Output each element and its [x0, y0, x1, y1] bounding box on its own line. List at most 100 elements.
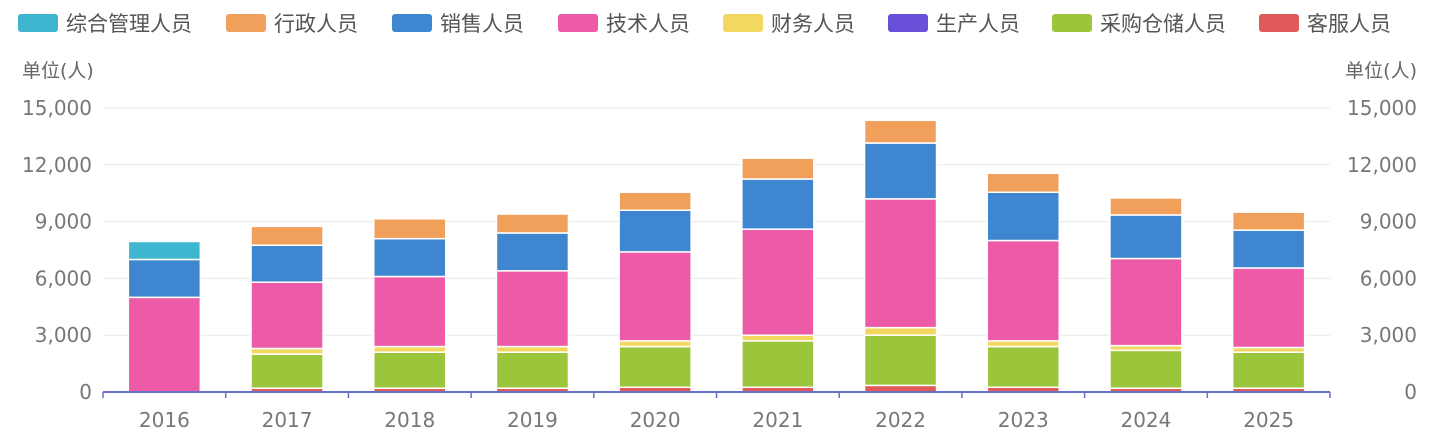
- bar-segment: [250, 353, 324, 389]
- y-tick-label-right: 12,000: [1347, 153, 1417, 177]
- y-axis-right: 0 3,000 6,000 9,000 12,000 15,000: [1347, 96, 1417, 404]
- bar-segment: [986, 340, 1060, 348]
- bar-segment: [618, 340, 692, 348]
- bar-segment: [373, 275, 447, 348]
- legend-item[interactable]: 行政人员: [226, 6, 358, 40]
- legend-item[interactable]: 采购仓储人员: [1052, 6, 1226, 40]
- bar-segment: [127, 296, 202, 393]
- bar-segment: [373, 351, 447, 389]
- y-tick-label-left: 6,000: [35, 266, 92, 290]
- bar-segment: [127, 240, 202, 261]
- y-tick-label-right: 3,000: [1360, 323, 1417, 347]
- bar-segment: [863, 334, 938, 387]
- x-tick-label: 2020: [630, 408, 681, 432]
- legend-label: 采购仓储人员: [1100, 12, 1226, 36]
- x-tick-label: 2017: [262, 408, 313, 432]
- y-tick-label-right: 9,000: [1360, 210, 1417, 234]
- bar-segment: [1109, 214, 1183, 260]
- bar-segment: [373, 237, 447, 278]
- bar-segment: [741, 178, 815, 230]
- y-tick-label-left: 3,000: [35, 323, 92, 347]
- legend-item[interactable]: 客服人员: [1259, 6, 1391, 40]
- bar-stack-2025: [1231, 211, 1306, 393]
- y-tick-label-left: 0: [79, 380, 92, 404]
- bar-segment: [1109, 257, 1183, 347]
- legend-item[interactable]: 技术人员: [558, 6, 690, 40]
- bar-segment: [863, 198, 938, 329]
- x-tick-label: 2019: [507, 408, 558, 432]
- x-axis: 2016 2017 2018 2019 2020 2021 2022 2023 2024 2025: [102, 392, 1331, 432]
- bar-segment: [495, 232, 570, 272]
- bar-segment: [1231, 229, 1306, 269]
- bar-segment: [1109, 197, 1183, 216]
- bar-stack-2024: [1109, 197, 1183, 393]
- bar-segment: [863, 142, 938, 200]
- legend-label: 客服人员: [1307, 12, 1391, 36]
- bar-segment: [863, 119, 938, 144]
- bar-stack-2019: [495, 213, 570, 393]
- legend-swatch: [723, 14, 763, 32]
- bar-segment: [986, 239, 1060, 342]
- bar-segment: [1231, 351, 1306, 389]
- legend-swatch: [888, 14, 928, 32]
- bars: [127, 119, 1306, 393]
- bar-segment: [618, 251, 692, 342]
- y-axis-unit-left: 单位(人): [22, 60, 94, 82]
- legend-item[interactable]: 生产人员: [888, 6, 1020, 40]
- y-tick-label-left: 12,000: [22, 153, 92, 177]
- x-tick-label: 2022: [875, 408, 926, 432]
- bar-segment: [250, 281, 324, 350]
- y-tick-label-right: 0: [1404, 380, 1417, 404]
- bar-segment: [373, 218, 447, 240]
- bar-segment: [986, 172, 1060, 194]
- legend-swatch: [392, 14, 432, 32]
- legend-item[interactable]: 综合管理人员: [18, 6, 192, 40]
- bar-stack-2023: [986, 172, 1060, 393]
- bar-segment: [495, 345, 570, 353]
- legend-label: 行政人员: [274, 12, 358, 36]
- legend-swatch: [1052, 14, 1092, 32]
- bar-stack-2020: [618, 191, 692, 393]
- bar-segment: [495, 213, 570, 234]
- bar-segment: [618, 345, 692, 389]
- bar-segment: [986, 345, 1060, 389]
- legend-swatch: [1259, 14, 1299, 32]
- x-tick-label: 2021: [752, 408, 803, 432]
- bar-segment: [495, 351, 570, 389]
- y-tick-label-right: 15,000: [1347, 96, 1417, 120]
- legend-swatch: [18, 14, 58, 32]
- legend-item[interactable]: 财务人员: [723, 6, 855, 40]
- bar-segment: [986, 191, 1060, 242]
- x-tick-label: 2024: [1120, 408, 1171, 432]
- bar-segment: [741, 334, 815, 342]
- bar-segment: [741, 340, 815, 389]
- bar-segment: [495, 270, 570, 348]
- bar-segment: [373, 345, 447, 353]
- legend-label: 销售人员: [440, 12, 524, 36]
- legend-label: 财务人员: [771, 12, 855, 36]
- legend-item[interactable]: 销售人员: [392, 6, 524, 40]
- y-axis-unit-right: 单位(人): [1345, 60, 1417, 82]
- x-tick-label: 2016: [139, 408, 190, 432]
- x-tick-label: 2023: [998, 408, 1049, 432]
- legend-label: 综合管理人员: [66, 12, 192, 36]
- bar-segment: [741, 157, 815, 180]
- bar-segment: [1109, 349, 1183, 389]
- y-axis-left: 0 3,000 6,000 9,000 12,000 15,000: [22, 96, 92, 404]
- bar-stack-2018: [373, 218, 447, 393]
- bar-stack-2022: [863, 119, 938, 393]
- y-tick-label-right: 6,000: [1360, 266, 1417, 290]
- legend-label: 生产人员: [936, 12, 1020, 36]
- bar-segment: [250, 225, 324, 247]
- x-tick-label: 2018: [384, 408, 435, 432]
- chart-legend: 综合管理人员 行政人员 销售人员 技术人员 财务人员 生产人员 采购仓储人员 客服人员: [0, 6, 1439, 40]
- bar-segment: [618, 209, 692, 253]
- bar-segment: [127, 258, 202, 299]
- bar-stack-2016: [127, 240, 202, 393]
- bar-segment: [618, 191, 692, 211]
- bar-segment: [250, 347, 324, 355]
- bar-segment: [1231, 211, 1306, 231]
- legend-swatch: [558, 14, 598, 32]
- bar-segment: [863, 326, 938, 336]
